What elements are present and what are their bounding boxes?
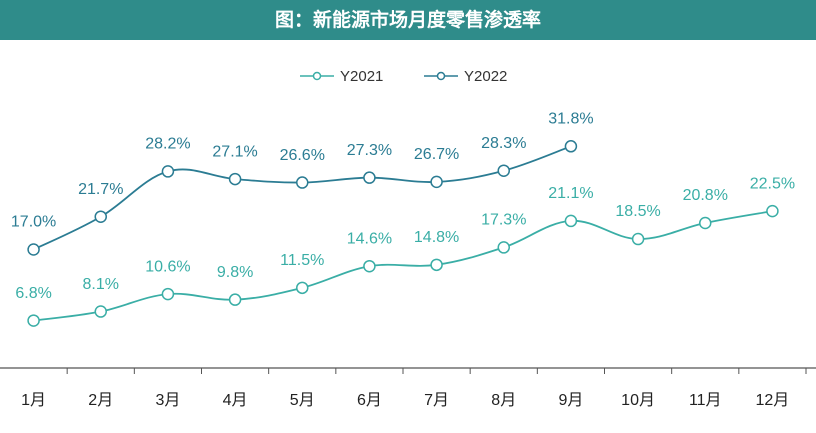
point <box>430 175 443 189</box>
x-tick-label: 2月 <box>88 392 113 409</box>
data-label: 26.7% <box>414 146 459 163</box>
x-tick-label: 7月 <box>424 392 449 409</box>
legend-marker <box>312 71 322 81</box>
data-label: 22.5% <box>750 175 795 192</box>
data-label: 9.8% <box>217 264 253 281</box>
point <box>497 164 510 177</box>
data-label: 6.8% <box>15 285 51 302</box>
point <box>228 293 242 306</box>
data-label: 20.8% <box>683 187 728 204</box>
data-label: 14.8% <box>414 229 459 246</box>
point <box>363 259 376 273</box>
data-label: 21.1% <box>548 185 593 202</box>
data-label: 18.5% <box>615 203 660 220</box>
point <box>766 204 779 218</box>
x-tick-label: 9月 <box>558 392 583 409</box>
title-bar <box>0 0 816 40</box>
point <box>564 140 578 153</box>
data-label: 14.6% <box>347 230 392 247</box>
point <box>363 171 376 184</box>
point <box>228 172 242 186</box>
point <box>497 241 510 254</box>
data-label: 27.1% <box>212 143 257 160</box>
x-tick-label: 3月 <box>155 392 180 409</box>
x-tick-label: 5月 <box>290 392 315 409</box>
x-tick-label: 10月 <box>621 392 655 409</box>
data-label: 28.3% <box>481 135 526 152</box>
legend-label: Y2021 <box>340 68 383 85</box>
legend-label: Y2022 <box>464 68 507 85</box>
data-label: 27.3% <box>347 142 392 159</box>
x-tick-label: 12月 <box>756 392 790 409</box>
point <box>430 258 443 272</box>
data-label: 10.6% <box>145 258 190 275</box>
point <box>27 243 40 256</box>
point <box>296 281 309 295</box>
data-label: 17.3% <box>481 212 526 229</box>
data-label: 8.1% <box>83 276 119 293</box>
x-tick-label: 1月 <box>21 392 46 409</box>
legend-marker <box>436 71 446 81</box>
data-label: 17.0% <box>11 214 56 231</box>
series-line <box>33 210 773 322</box>
point <box>161 287 175 301</box>
point <box>94 305 107 318</box>
point <box>564 214 578 228</box>
data-label: 31.8% <box>548 111 593 128</box>
data-label: 11.5% <box>280 252 324 269</box>
point <box>296 176 309 189</box>
point <box>631 232 645 246</box>
x-tick-label: 8月 <box>491 392 516 409</box>
data-label: 28.2% <box>145 136 190 153</box>
chart-title: 图：新能源市场月度零售渗透率 <box>275 8 541 31</box>
point <box>27 314 40 327</box>
data-label: 26.6% <box>280 147 325 164</box>
x-tick-label: 6月 <box>357 392 382 409</box>
point <box>699 216 712 230</box>
x-tick-label: 4月 <box>223 392 248 409</box>
x-tick-label: 11月 <box>689 392 722 409</box>
point <box>161 165 175 178</box>
data-label: 21.7% <box>78 181 123 198</box>
point <box>94 210 107 223</box>
